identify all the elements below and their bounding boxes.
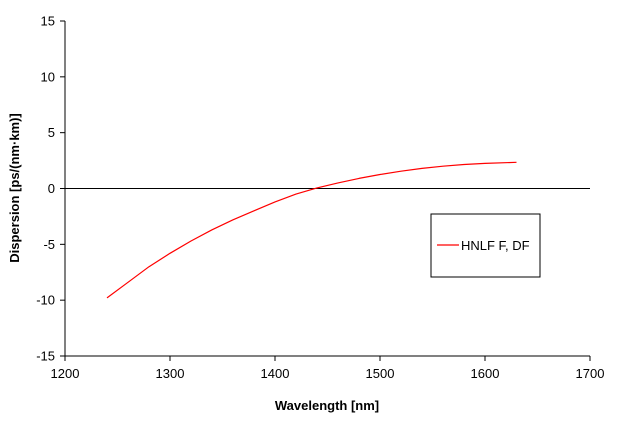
x-tick-label: 1600	[471, 366, 500, 381]
y-tick-label: 0	[48, 181, 55, 196]
legend: HNLF F, DF	[430, 213, 541, 278]
x-tick-label: 1300	[156, 366, 185, 381]
series-group	[106, 161, 517, 299]
x-tick-label: 1200	[51, 366, 80, 381]
y-axis-title: Dispersion [ps/(nm·km)]	[7, 113, 22, 263]
axes	[64, 21, 590, 357]
y-tick-label: 15	[41, 14, 55, 29]
ticks: -15 -10 -5 0 5 10 15 1200 1300 1400 1500 1600 1700	[36, 14, 604, 382]
y-tick-label: -5	[43, 237, 55, 252]
y-tick-label: 5	[48, 125, 55, 140]
x-tick-label: 1400	[261, 366, 290, 381]
y-tick-label: -15	[36, 349, 55, 364]
y-tick-label: 10	[41, 69, 55, 84]
x-tick-label: 1500	[366, 366, 395, 381]
legend-label: HNLF F, DF	[461, 238, 530, 253]
x-tick-label: 1700	[576, 366, 605, 381]
x-axis-title: Wavelength [nm]	[275, 398, 379, 413]
series-line	[106, 161, 517, 299]
y-tick-label: -10	[36, 293, 55, 308]
